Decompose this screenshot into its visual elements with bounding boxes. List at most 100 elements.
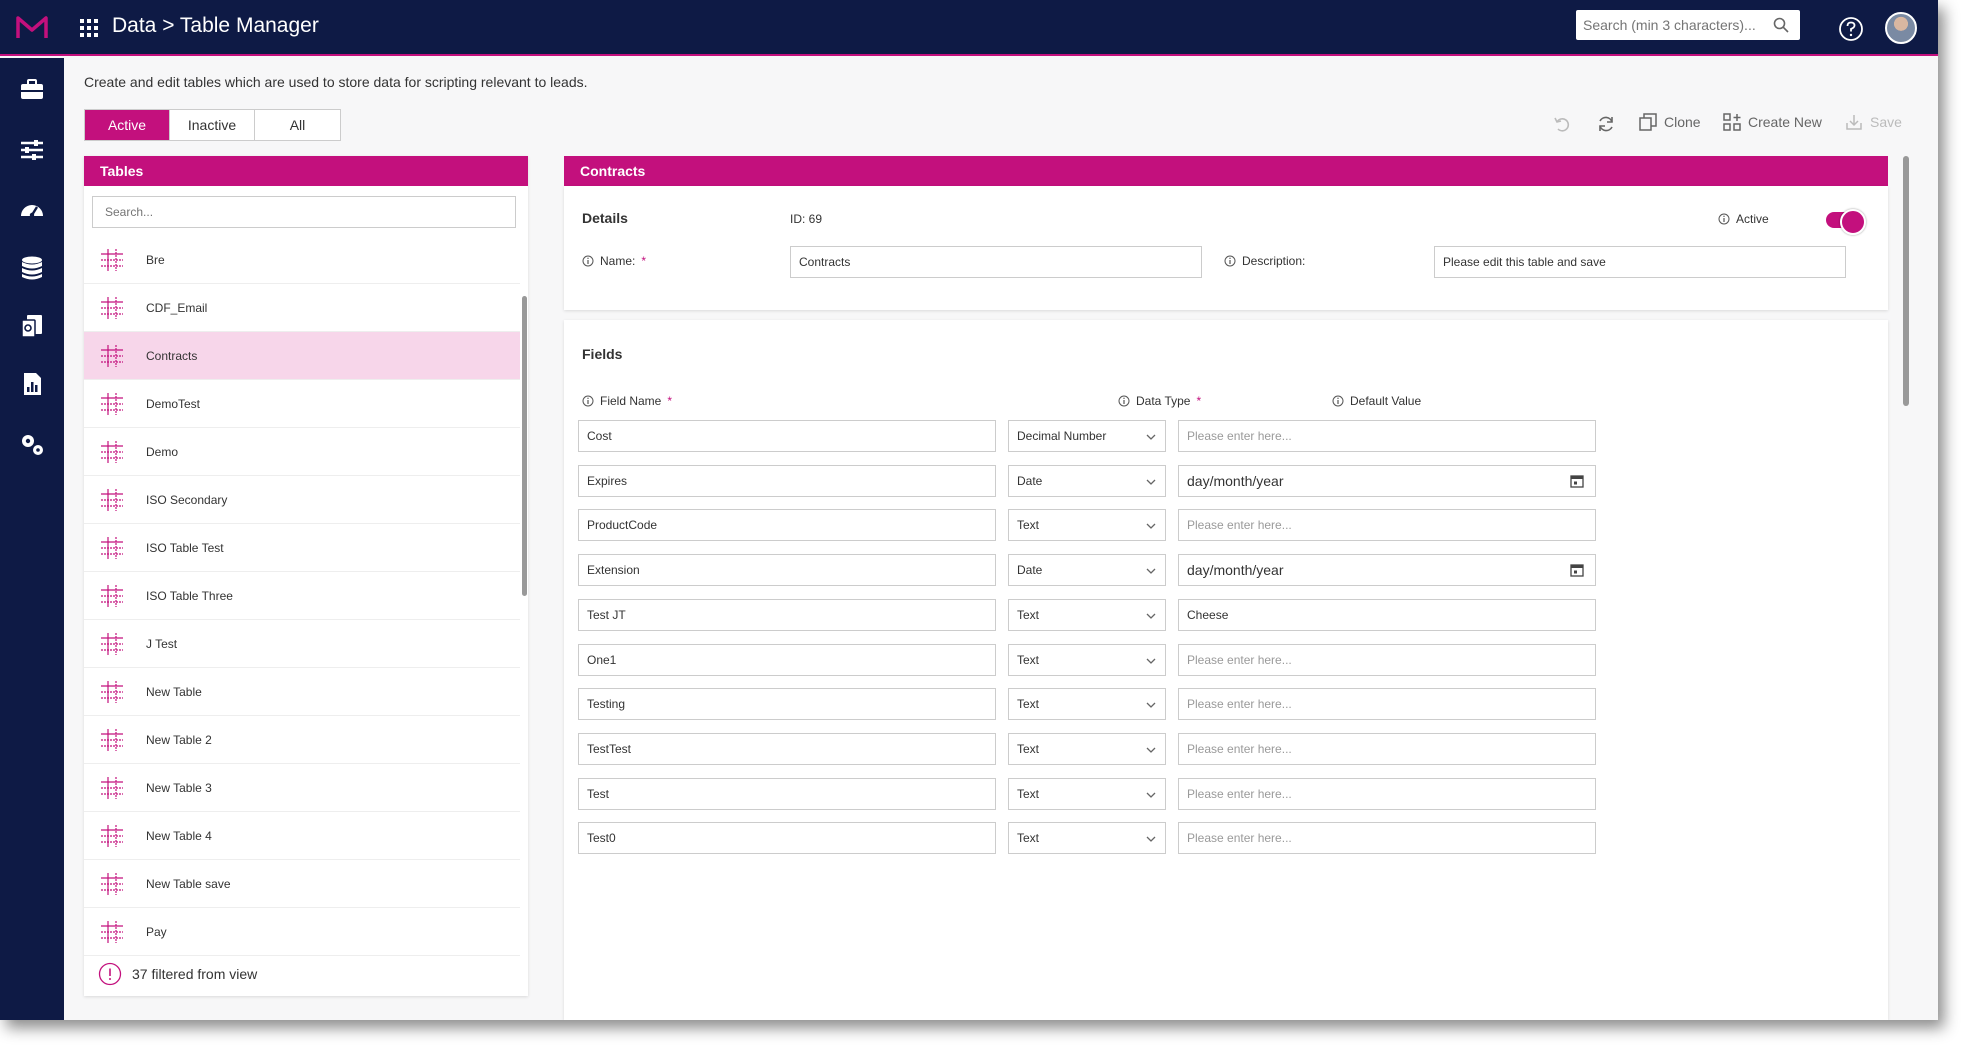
- tables-search-input[interactable]: [92, 196, 516, 228]
- field-name-input[interactable]: Cost: [578, 420, 996, 452]
- app-window: Data > Table Manager: [0, 0, 1938, 1020]
- table-list-item[interactable]: New Table 4: [84, 812, 520, 860]
- clone-button[interactable]: Clone: [1638, 112, 1701, 132]
- default-value-input[interactable]: Please enter here...: [1178, 778, 1596, 810]
- description-input[interactable]: Please edit this table and save: [1434, 246, 1846, 278]
- brand-logo-icon[interactable]: [14, 12, 50, 44]
- table-icon: [101, 872, 123, 895]
- apps-grid-icon[interactable]: [78, 17, 100, 39]
- data-type-select[interactable]: Text: [1008, 733, 1166, 765]
- global-search-input[interactable]: [1576, 10, 1756, 40]
- field-name-input[interactable]: Extension: [578, 554, 996, 586]
- default-value-input[interactable]: Cheese: [1178, 599, 1596, 631]
- field-name-header-label: Field Name: [600, 394, 662, 408]
- default-value-input[interactable]: Please enter here...: [1178, 644, 1596, 676]
- tab-inactive[interactable]: Inactive: [170, 110, 255, 140]
- table-list-item[interactable]: DemoTest: [84, 380, 520, 428]
- data-type-select[interactable]: Text: [1008, 778, 1166, 810]
- active-label-wrap: Active: [1718, 212, 1769, 226]
- table-list-item[interactable]: New Table 3: [84, 764, 520, 812]
- data-type-select[interactable]: Date: [1008, 554, 1166, 586]
- table-list-item[interactable]: ISO Table Three: [84, 572, 520, 620]
- table-list-item-label: CDF_Email: [146, 300, 208, 315]
- data-type-select[interactable]: Text: [1008, 599, 1166, 631]
- default-value-date-input[interactable]: day/month/year: [1178, 554, 1596, 586]
- search-icon[interactable]: [1772, 16, 1790, 34]
- field-name-input[interactable]: Test0: [578, 822, 996, 854]
- name-label-wrap: Name: *: [582, 254, 646, 268]
- table-icon: [101, 680, 123, 703]
- field-name-input[interactable]: One1: [578, 644, 996, 676]
- field-name-input[interactable]: Test JT: [578, 599, 996, 631]
- table-icon: [101, 920, 123, 943]
- active-toggle[interactable]: [1826, 209, 1866, 235]
- calendar-icon[interactable]: [1569, 473, 1585, 489]
- table-list-item[interactable]: Pay: [84, 908, 520, 956]
- default-value-input[interactable]: Please enter here...: [1178, 822, 1596, 854]
- create-new-icon: [1723, 113, 1741, 131]
- sliders-icon[interactable]: [18, 136, 46, 164]
- info-icon: [1224, 255, 1236, 267]
- save-label: Save: [1870, 114, 1902, 130]
- data-type-select[interactable]: Text: [1008, 822, 1166, 854]
- table-icon: [101, 776, 123, 799]
- briefcase-icon[interactable]: [18, 76, 46, 104]
- table-list-item[interactable]: Contracts: [84, 332, 520, 380]
- chevron-down-icon: [1146, 434, 1156, 440]
- tab-active[interactable]: Active: [85, 110, 170, 140]
- field-name-input[interactable]: Testing: [578, 688, 996, 720]
- table-list-item[interactable]: Bre: [84, 236, 520, 284]
- default-value-input[interactable]: Please enter here...: [1178, 733, 1596, 765]
- field-name-input[interactable]: TestTest: [578, 733, 996, 765]
- table-list-item[interactable]: ISO Secondary: [84, 476, 520, 524]
- table-icon: [101, 440, 123, 463]
- data-type-select[interactable]: Text: [1008, 509, 1166, 541]
- data-type-value: Text: [1017, 697, 1040, 711]
- calendar-icon[interactable]: [1569, 562, 1585, 578]
- table-list-item[interactable]: CDF_Email: [84, 284, 520, 332]
- data-type-select[interactable]: Text: [1008, 644, 1166, 676]
- default-value-input[interactable]: Please enter here...: [1178, 420, 1596, 452]
- help-icon[interactable]: [1838, 16, 1864, 42]
- clone-icon: [1639, 113, 1657, 131]
- settings-icon[interactable]: [18, 430, 46, 458]
- field-name-input[interactable]: ProductCode: [578, 509, 996, 541]
- default-value-input[interactable]: Please enter here...: [1178, 688, 1596, 720]
- info-icon: [582, 395, 594, 407]
- table-list-item-label: New Table: [146, 684, 202, 699]
- table-icon: [101, 248, 123, 271]
- save-button[interactable]: Save: [1844, 112, 1902, 132]
- tables-scrollbar[interactable]: [522, 296, 527, 596]
- create-new-button[interactable]: Create New: [1722, 112, 1822, 132]
- table-list-item[interactable]: J Test: [84, 620, 520, 668]
- report-icon[interactable]: [18, 370, 46, 398]
- data-type-select[interactable]: Date: [1008, 465, 1166, 497]
- filtered-notice: 37 filtered from view: [98, 962, 257, 986]
- table-list-item[interactable]: New Table 2: [84, 716, 520, 764]
- main-scrollbar[interactable]: [1903, 156, 1909, 406]
- table-list-item[interactable]: Demo: [84, 428, 520, 476]
- name-input[interactable]: Contracts: [790, 246, 1202, 278]
- refresh-icon[interactable]: [1596, 114, 1616, 134]
- table-icon: [101, 392, 123, 415]
- undo-icon[interactable]: [1552, 114, 1572, 134]
- database-icon[interactable]: [18, 254, 46, 282]
- table-list-item[interactable]: ISO Table Test: [84, 524, 520, 572]
- table-list-item-label: J Test: [146, 636, 178, 651]
- field-name-input[interactable]: Expires: [578, 465, 996, 497]
- table-list-item[interactable]: New Table save: [84, 860, 520, 908]
- global-search[interactable]: [1576, 10, 1800, 40]
- dashboard-icon[interactable]: [18, 196, 46, 224]
- default-value-date-input[interactable]: day/month/year: [1178, 465, 1596, 497]
- table-list-item[interactable]: New Table: [84, 668, 520, 716]
- documents-icon[interactable]: [18, 312, 46, 340]
- data-type-select[interactable]: Text: [1008, 688, 1166, 720]
- default-value-input[interactable]: Please enter here...: [1178, 509, 1596, 541]
- table-list-item-label: New Table 2: [146, 732, 212, 747]
- tab-all[interactable]: All: [289, 117, 306, 133]
- data-type-value: Date: [1017, 474, 1043, 488]
- avatar[interactable]: [1885, 12, 1917, 44]
- data-type-select[interactable]: Decimal Number: [1008, 420, 1166, 452]
- field-name-input[interactable]: Test: [578, 778, 996, 810]
- data-type-value: Text: [1017, 653, 1040, 667]
